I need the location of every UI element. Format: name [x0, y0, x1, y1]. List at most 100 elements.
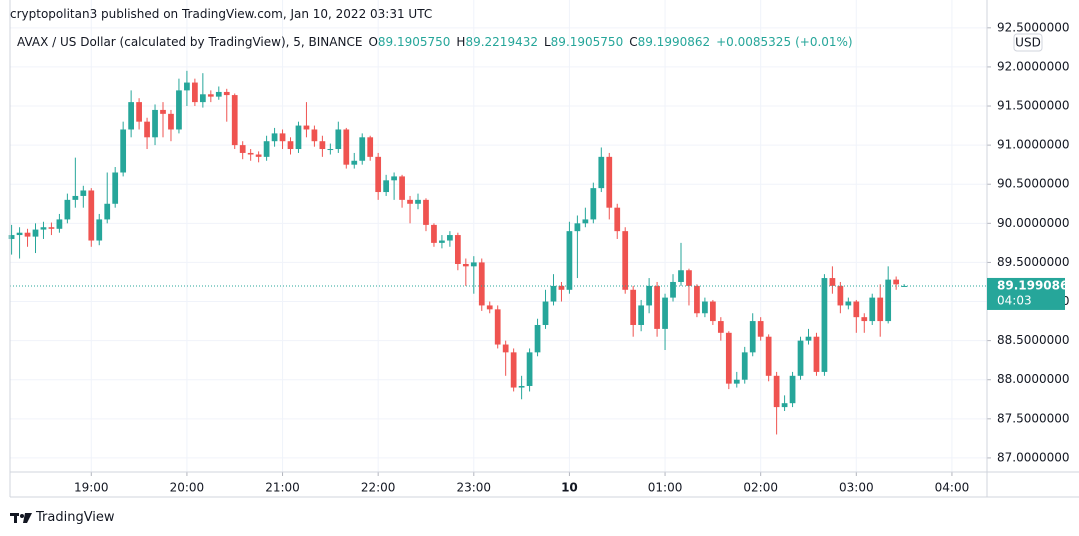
readout-value: 89.1990862 — [637, 35, 711, 49]
candle-body — [821, 278, 828, 372]
candle-body — [462, 263, 469, 267]
footer: TradingView — [10, 510, 115, 525]
candle-body — [72, 195, 79, 200]
candle-body — [893, 279, 900, 285]
candle-body — [518, 385, 525, 388]
candle-body — [223, 91, 230, 96]
countdown: 04:03 — [997, 293, 1032, 307]
y-tick-label: 90.0000000 — [997, 216, 1070, 230]
readout-key: L — [543, 35, 551, 49]
candle-body — [582, 219, 589, 224]
candle-body — [510, 352, 517, 388]
change: +0.0085325 — [716, 35, 792, 49]
candle-body — [16, 232, 23, 236]
x-tick-label: 04:00 — [935, 481, 970, 495]
readout-key: H — [456, 35, 466, 49]
candle-body — [789, 375, 796, 404]
candle-body — [375, 156, 382, 193]
candle-body — [255, 154, 262, 157]
candle-body — [757, 321, 764, 337]
candle-body — [566, 231, 573, 290]
candle-body — [502, 344, 509, 353]
candle-body — [829, 278, 836, 286]
x-tick-label: 03:00 — [839, 481, 874, 495]
candle-body — [80, 190, 87, 196]
candle-body — [837, 285, 844, 306]
legend: AVAX / US Dollar (calculated by TradingV… — [17, 35, 859, 49]
candle-body — [8, 235, 15, 239]
candle-body — [614, 207, 621, 232]
candle-body — [781, 403, 788, 408]
candle-body — [367, 137, 374, 157]
axes: 87.0000000 87.5000000 88.0000000 88.5000000… — [9, 0, 1079, 498]
candle-body — [678, 270, 684, 282]
candle-body — [247, 152, 254, 155]
candle-body — [64, 199, 71, 220]
candle-body — [853, 301, 860, 318]
candle-body — [431, 224, 437, 243]
y-tick-label: 91.5000000 — [997, 99, 1070, 113]
candle-body — [590, 188, 597, 220]
candle-body — [646, 285, 652, 306]
candle-body — [160, 109, 166, 114]
candle-body — [877, 297, 884, 322]
y-tick-label: 87.0000000 — [997, 450, 1070, 464]
candle-body — [869, 297, 876, 322]
readout-key: C — [629, 35, 638, 49]
candle-body — [494, 309, 501, 345]
candle-body — [415, 199, 421, 204]
candle-body — [327, 149, 334, 151]
candle-body — [454, 235, 461, 264]
candle-body — [630, 289, 637, 325]
candle-body — [399, 176, 405, 200]
candle-body — [845, 301, 852, 306]
readout-value: 89.1905750 — [377, 35, 451, 49]
candle-body — [574, 223, 581, 232]
candle-body — [215, 91, 222, 97]
candle-body — [40, 227, 47, 230]
candle-body — [335, 129, 342, 150]
candle-body — [694, 285, 700, 314]
candle-body — [56, 219, 63, 229]
candle-body — [813, 336, 820, 372]
candle-body — [861, 317, 868, 322]
candle-body — [526, 352, 533, 386]
candle-body — [263, 141, 270, 157]
candle-body — [486, 305, 493, 310]
readout-value: 89.1905750 — [550, 35, 624, 49]
x-tick-label: 02:00 — [743, 481, 778, 495]
candle-body — [32, 229, 39, 237]
candle-body — [128, 102, 134, 130]
candle-body — [709, 301, 716, 322]
candle-body — [168, 113, 174, 130]
candle-body — [120, 129, 127, 173]
x-tick-label: 10 — [561, 481, 578, 495]
x-tick-label: 23:00 — [456, 481, 491, 495]
currency-label: USD — [1015, 36, 1041, 50]
candle-body — [542, 301, 549, 325]
candle-body — [303, 125, 310, 130]
candle-body — [112, 172, 119, 204]
y-tick-label: 90.5000000 — [997, 177, 1070, 191]
candle-body — [725, 332, 732, 384]
candle-body — [749, 321, 756, 353]
candle-body — [311, 129, 318, 142]
candle-body — [351, 160, 358, 165]
candle-body — [470, 262, 477, 267]
candle-body — [136, 102, 142, 122]
candle-body — [152, 109, 158, 138]
candle-body — [598, 156, 605, 189]
x-tick-label: 21:00 — [265, 481, 300, 495]
brand: TradingView — [36, 510, 115, 525]
y-tick-label: 88.0000000 — [997, 372, 1070, 386]
x-tick-label: 19:00 — [74, 481, 109, 495]
candle-body — [207, 94, 214, 97]
candle-body — [478, 262, 485, 306]
candle-body — [447, 235, 453, 241]
candle-body — [797, 340, 804, 376]
candle-body — [550, 285, 557, 302]
candle-body — [773, 375, 780, 408]
candle-body — [558, 285, 565, 290]
